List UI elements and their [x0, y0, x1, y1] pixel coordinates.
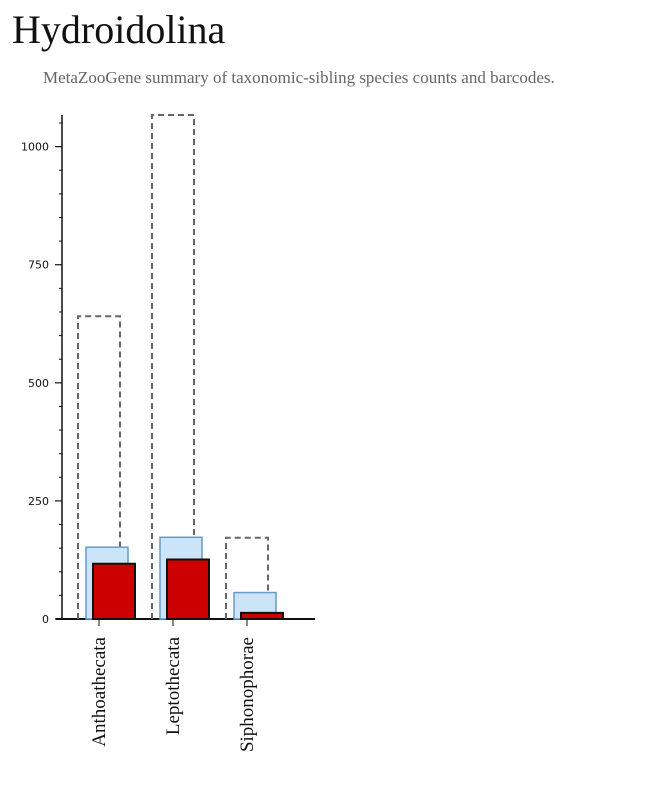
bar-outline-anthoathecata — [77, 315, 121, 619]
bar-outline-leptothecata — [151, 114, 195, 619]
bar-red-anthoathecata — [92, 562, 136, 620]
bar-outline-siphonophorae — [225, 536, 269, 619]
page-subtitle: MetaZooGene summary of taxonomic-sibling… — [43, 68, 555, 87]
page-title: Hydroidolina — [12, 7, 226, 52]
x-tick-label: Anthoathecata — [89, 636, 110, 746]
bar-red-siphonophorae — [240, 611, 284, 621]
y-tick-label: 500 — [28, 377, 49, 390]
y-tick-label: 0 — [42, 613, 49, 626]
x-tick-label: Leptothecata — [163, 636, 184, 735]
y-tick-label: 750 — [28, 259, 49, 272]
x-tick-label: Siphonophorae — [237, 637, 258, 752]
y-tick-label: 250 — [28, 495, 49, 508]
bar-red-leptothecata — [166, 558, 210, 620]
y-tick-label: 1000 — [21, 141, 49, 154]
